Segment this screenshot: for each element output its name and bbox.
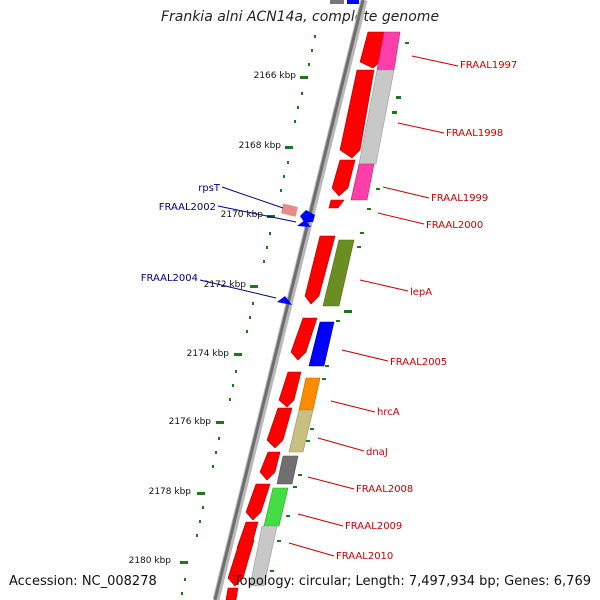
cds-partial-top-grey[interactable] — [330, 0, 344, 4]
label-fraal2008[interactable]: FRAAL2008 — [356, 484, 413, 495]
ruler-label-2170: 2170 kbp — [221, 210, 264, 220]
map-title: Frankia alni ACN14a, complete genome — [160, 9, 440, 25]
ruler-tick-2176 — [216, 421, 224, 424]
cds-fraal2011[interactable] — [227, 539, 255, 587]
feature-lepa[interactable] — [322, 239, 355, 307]
label-fraal2005[interactable]: FRAAL2005 — [390, 357, 447, 368]
cds-fraal1997[interactable] — [359, 31, 385, 69]
feature-fraal2005[interactable] — [308, 321, 335, 367]
cds-fraal2000[interactable] — [328, 199, 345, 209]
ruler-tick-2168 — [285, 146, 293, 149]
feature-dnaj[interactable] — [288, 409, 314, 453]
label-rpst[interactable]: rpsT — [198, 183, 221, 194]
label-dnaj[interactable]: dnaJ — [366, 447, 388, 458]
label-fraal1999[interactable]: FRAAL1999 — [431, 193, 488, 204]
ruler-tick-2180 — [180, 561, 188, 564]
forward-cds-track — [225, 0, 385, 600]
cds-fraal1998[interactable] — [339, 69, 375, 159]
ruler-tick-2166 — [300, 76, 308, 79]
reverse-cds-track — [277, 203, 315, 305]
accession-text: Accession: NC_008278 — [9, 574, 157, 589]
ruler-tick-2174 — [234, 353, 242, 356]
cds-fraal2002[interactable] — [297, 220, 311, 227]
label-fraal1998[interactable]: FRAAL1998 — [446, 128, 503, 139]
label-hrca[interactable]: hrcA — [377, 407, 400, 418]
ruler-label-2166: 2166 kbp — [254, 71, 297, 81]
reverse-labels: rpsT FRAAL2002 FRAAL2004 — [141, 183, 221, 284]
cds-fraal2005[interactable] — [290, 317, 318, 361]
ruler-labels: 2166 kbp 2168 kbp 2170 kbp 2172 kbp 2174… — [129, 71, 297, 566]
forward-labels: FRAAL1997 FRAAL1998 FRAAL1999 FRAAL2000 … — [336, 60, 517, 562]
label-lepa[interactable]: lepA — [410, 287, 432, 298]
feature-fraal1999[interactable] — [350, 163, 375, 201]
label-fraal2002[interactable]: FRAAL2002 — [159, 202, 216, 213]
cds-fraal2008[interactable] — [259, 451, 281, 481]
ruler-tick-2172 — [250, 285, 258, 288]
cds-hrca[interactable] — [278, 371, 302, 408]
ruler-tick-2178 — [197, 492, 205, 495]
ruler-label-2174: 2174 kbp — [187, 349, 230, 359]
cds-partial-top-blue[interactable] — [347, 0, 359, 4]
outer-feature-track — [249, 31, 401, 587]
ruler-label-2180: 2180 kbp — [129, 556, 172, 566]
cds-dnaj[interactable] — [266, 407, 293, 449]
cds-fraal1999[interactable] — [331, 159, 356, 197]
genome-backbone — [212, 0, 368, 600]
label-fraal1997[interactable]: FRAAL1997 — [460, 60, 517, 71]
label-fraal2004[interactable]: FRAAL2004 — [141, 273, 198, 284]
label-fraal2000[interactable]: FRAAL2000 — [426, 220, 483, 231]
cds-fraal2009[interactable] — [245, 483, 271, 521]
feature-fraal2010[interactable] — [249, 525, 278, 587]
feature-fraal2009[interactable] — [263, 487, 289, 527]
ruler-label-2176: 2176 kbp — [169, 417, 212, 427]
genome-summary-text: Topology: circular; Length: 7,497,934 bp… — [233, 574, 591, 589]
label-fraal2010[interactable]: FRAAL2010 — [336, 551, 393, 562]
ruler-label-2168: 2168 kbp — [239, 141, 282, 151]
cds-fraal2004[interactable] — [277, 296, 292, 305]
ruler-label-2178: 2178 kbp — [149, 487, 192, 497]
cds-partial-bottom[interactable] — [225, 587, 239, 600]
cds-rpst[interactable] — [300, 210, 315, 222]
label-fraal2009[interactable]: FRAAL2009 — [345, 521, 402, 532]
feature-fraal2008[interactable] — [276, 455, 299, 485]
track-ticks — [270, 42, 409, 572]
ruler-label-2172: 2172 kbp — [204, 280, 247, 290]
cds-rpst-pink[interactable] — [280, 203, 298, 217]
forward-leader-lines — [288, 55, 459, 557]
reverse-leader-lines — [199, 186, 297, 299]
cds-lepa[interactable] — [304, 235, 336, 305]
feature-hrca[interactable] — [298, 377, 321, 411]
ruler-dots — [181, 35, 316, 595]
feature-fraal1998[interactable] — [358, 69, 395, 165]
